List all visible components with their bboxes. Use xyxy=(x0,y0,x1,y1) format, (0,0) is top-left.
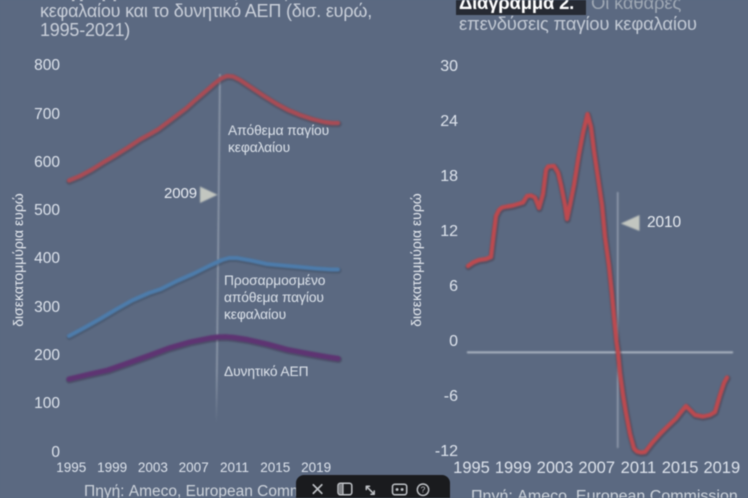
svg-text:?: ? xyxy=(420,485,425,495)
